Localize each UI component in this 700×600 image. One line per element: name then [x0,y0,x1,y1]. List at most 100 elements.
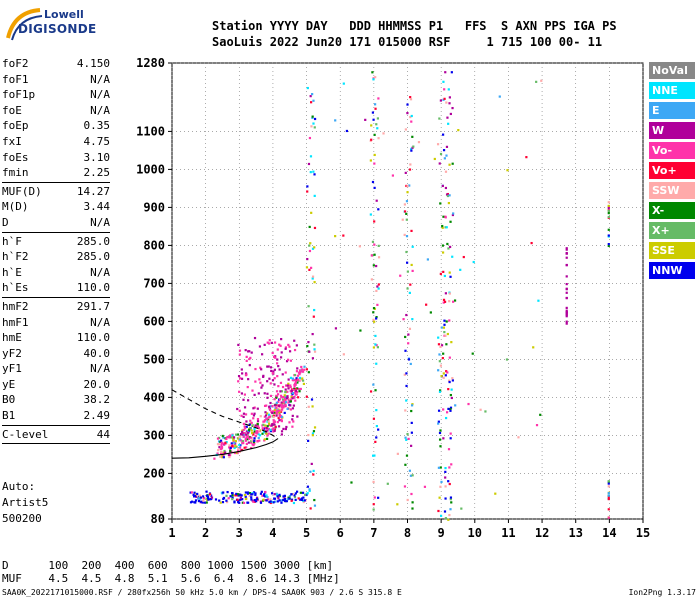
interference-point [375,317,378,320]
echo-point [207,497,210,500]
interference-point [565,309,568,312]
interference-point [565,287,568,290]
param-name: D [2,215,9,229]
interference-point [313,194,316,197]
echo-point [269,430,272,433]
interference-point [445,226,448,229]
echo-point [293,348,297,352]
interference-point [405,372,408,375]
param-name: foF2 [2,57,29,70]
echo-point [247,378,250,381]
echo-point [254,367,257,371]
echo-point [279,394,283,397]
echo-point [244,427,247,430]
param-value: 14.27 [76,184,110,198]
echo-point [230,442,233,445]
interference-point [442,270,445,273]
interference-point [411,135,414,138]
echo-point [231,492,234,495]
interference-point [447,122,450,125]
echo-point [199,497,202,500]
interference-point [471,352,474,355]
echo-point [285,425,288,429]
interference-point [403,203,406,206]
param-row: hmF2 291.7 [2,299,110,315]
echo-point [273,411,276,414]
interference-point [410,409,413,413]
interference-point [311,332,314,336]
echo-point [239,493,242,496]
echo-point [290,498,294,501]
echo-point [232,439,235,442]
param-name: foE [2,103,22,117]
echo-point [267,422,271,425]
echo-point [240,414,243,417]
echo-point [261,384,264,387]
interference-point [406,261,409,264]
interference-point [406,287,409,290]
interference-point [350,481,353,484]
echo-point [245,373,248,376]
interference-point [404,335,407,339]
interference-point [565,263,568,267]
param-name: C-level [2,427,49,441]
echo-point [247,350,250,353]
echo-point [244,372,248,375]
echo-point [298,390,301,393]
param-value: N/A [90,215,110,229]
echo-point [277,385,280,388]
echo-point [273,429,276,432]
interference-point [494,492,497,495]
interference-point [451,162,454,165]
interference-point [410,120,413,123]
echo-point [264,490,267,494]
lowell-digisonde-logo: Lowell DIGISONDE [4,6,114,46]
interference-point [382,132,385,135]
echo-point [250,351,253,354]
echo-point [217,440,221,443]
echo-point [283,397,287,400]
param-name: foEs [2,150,29,164]
echo-point [229,448,232,451]
interference-point [607,215,610,219]
echo-point [284,384,288,387]
echo-point [277,365,280,368]
echo-point [281,398,285,401]
echo-point [244,497,248,501]
x-tick-label: 15 [636,526,650,540]
interference-point [373,253,376,256]
param-row: h`Es 110.0 [2,280,110,296]
echo-point [271,411,274,415]
interference-point [307,371,310,374]
echo-point [233,441,236,444]
interference-point [448,379,451,382]
echo-point [302,496,305,499]
interference-point [410,404,414,407]
echo-point [252,500,255,503]
interference-point [404,409,407,412]
echo-point [245,425,248,428]
echo-point [286,390,289,393]
echo-point [290,390,293,394]
echo-point [263,404,267,408]
x-tick-label: 2 [202,526,209,540]
interference-point [310,211,313,214]
echo-point [296,378,300,381]
interference-point [448,96,451,99]
echo-point [214,498,218,501]
echo-point [235,433,238,436]
echo-point [286,397,289,400]
interference-point [311,405,314,408]
echo-point [287,382,290,385]
interference-point [540,79,543,82]
interference-point [410,444,413,447]
interference-point [309,171,312,174]
echo-point [284,399,287,402]
echo-point [219,501,222,504]
interference-point [404,436,407,439]
echo-point [252,491,256,494]
echo-point [296,379,300,382]
param-value: N/A [90,88,110,102]
echo-point [278,404,281,408]
interference-point [453,299,457,302]
